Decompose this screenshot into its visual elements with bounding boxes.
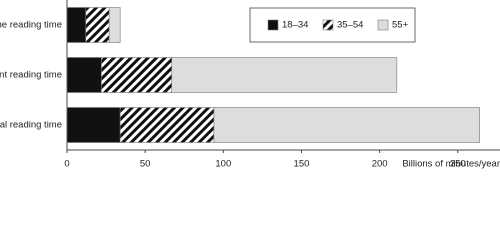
legend-swatch (322, 19, 334, 31)
x-tick-label: 100 (215, 159, 231, 170)
x-tick-label: 200 (372, 159, 388, 170)
bar-segment (66, 107, 121, 143)
y-tick-label: Total reading time (0, 120, 62, 131)
x-tick-label: 50 (140, 159, 151, 170)
legend-label: 55+ (392, 20, 409, 31)
bar-segment (108, 7, 121, 43)
bar-segment (213, 107, 480, 143)
legend-swatch (377, 19, 389, 31)
chart: Billions of minutes/year 0 50 100 150 200 250… (0, 0, 500, 170)
y-tick-label: Print reading time (0, 70, 62, 81)
y-tick-label: Online reading time (0, 20, 62, 31)
bar-segment (66, 57, 102, 93)
legend-label: 18–34 (282, 20, 308, 31)
bar-segment (85, 7, 110, 43)
bar-segment (119, 107, 215, 143)
x-tick-label: 150 (294, 159, 310, 170)
bar-segment (101, 57, 173, 93)
x-tick-label: 250 (450, 159, 466, 170)
x-axis-label: Billions of minutes/year (402, 159, 500, 170)
bar-segment (171, 57, 398, 93)
bar-segment (66, 7, 87, 43)
legend-swatch (267, 19, 279, 31)
legend-label: 35–54 (337, 20, 363, 31)
x-tick-label: 0 (64, 159, 69, 170)
